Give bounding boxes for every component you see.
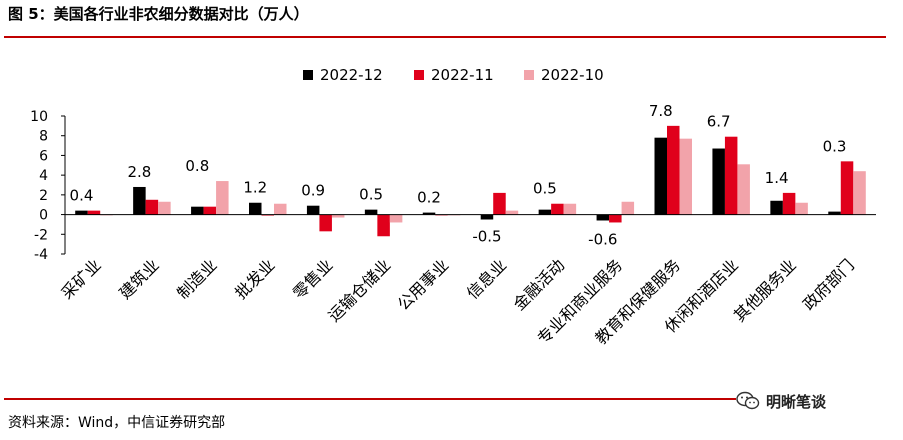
legend-swatch [303, 70, 313, 80]
bar [216, 181, 229, 215]
bar [75, 211, 88, 215]
data-label: 1.4 [765, 169, 789, 187]
x-tick-label: 采矿业 [57, 255, 104, 302]
x-tick-label: 信息业 [463, 255, 510, 302]
bar [133, 187, 146, 215]
bar [841, 161, 854, 214]
bar [609, 215, 622, 223]
data-label: 0.5 [533, 180, 557, 198]
bar [319, 215, 332, 232]
data-label: 0.3 [823, 137, 847, 155]
y-tick-label: 10 [30, 109, 48, 125]
wechat-icon [736, 391, 760, 411]
bar [680, 139, 693, 215]
bar [551, 204, 564, 215]
bar [506, 211, 519, 215]
source-note: 资料来源：Wind，中信证券研究部 [8, 412, 225, 432]
data-label: 6.7 [707, 113, 731, 131]
bar [795, 203, 808, 215]
legend-label: 2022-11 [431, 66, 494, 84]
y-tick-label: 6 [39, 148, 48, 164]
data-label: 0.5 [359, 186, 383, 204]
x-tick-label: 运输仓储业 [324, 255, 394, 325]
legend-label: 2022-12 [320, 66, 383, 84]
legend-swatch [524, 70, 534, 80]
y-tick-label: 2 [39, 188, 48, 204]
bar [481, 215, 494, 220]
data-label: 7.8 [649, 102, 673, 120]
x-tick-label: 零售业 [289, 255, 336, 302]
bar [725, 137, 738, 215]
bar [667, 126, 680, 215]
bar [622, 202, 635, 215]
watermark: 明晰笔谈 [736, 388, 886, 414]
data-label: 0.9 [301, 182, 325, 200]
bar [539, 210, 552, 215]
figure-title: 图 5：美国各行业非农细分数据对比（万人） [8, 3, 309, 24]
x-tick-label: 制造业 [173, 255, 220, 302]
watermark-text: 明晰笔谈 [766, 391, 826, 412]
x-tick-label: 批发业 [231, 255, 278, 302]
data-label: -0.6 [588, 230, 617, 248]
data-label: 0.4 [70, 187, 94, 205]
bar [853, 171, 866, 214]
legend-swatch [414, 70, 424, 80]
bar [377, 215, 390, 237]
bar [307, 206, 320, 215]
y-tick-label: 8 [39, 129, 48, 145]
x-tick-label: 公用事业 [394, 255, 453, 314]
bar [712, 149, 725, 215]
data-label: 1.2 [243, 179, 267, 197]
x-tick-label: 建筑业 [115, 255, 162, 302]
bar [655, 138, 668, 215]
bar [737, 164, 750, 214]
bar [390, 215, 403, 223]
data-label: -0.5 [472, 228, 501, 246]
bar [564, 204, 577, 215]
legend-label: 2022-10 [541, 66, 604, 84]
bar [783, 193, 796, 215]
bar [146, 200, 159, 215]
bar-chart: -4 -2 0 2 4 6 8 10 0.4 2.8 0.8 1.2 0.9 0.5 0.2 -0.5 0.5 -… [0, 44, 903, 394]
bar [274, 204, 287, 215]
x-tick-label: 金融活动 [510, 255, 569, 314]
bar [88, 211, 101, 215]
data-label: 0.2 [417, 189, 441, 207]
top-divider [4, 36, 886, 38]
x-tick-label: 其他服务业 [730, 255, 800, 325]
y-tick-label: -4 [34, 247, 48, 263]
y-tick-label: 0 [39, 208, 48, 224]
y-tick-label: -2 [34, 227, 48, 243]
bar [249, 203, 262, 215]
x-tick-label: 政府部门 [799, 255, 858, 314]
y-tick-label: 4 [39, 168, 48, 184]
bar [158, 202, 171, 215]
bar [493, 193, 506, 215]
bar [204, 207, 217, 215]
data-label: 2.8 [127, 163, 151, 181]
bar [597, 215, 610, 221]
bar [191, 207, 204, 215]
bar [770, 201, 783, 215]
data-label: 0.8 [185, 157, 209, 175]
bar [365, 210, 378, 215]
